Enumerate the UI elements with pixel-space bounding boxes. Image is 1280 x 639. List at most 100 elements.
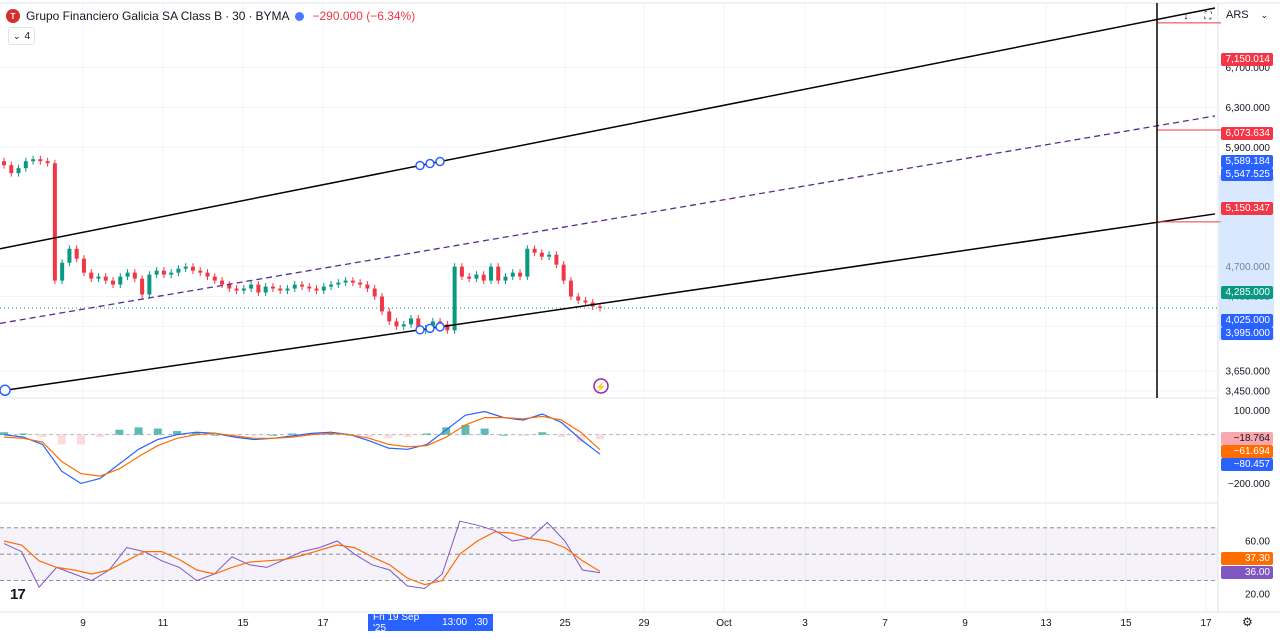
indicator-toggle[interactable]: ⌄ 4 [8,27,36,45]
candle-body [270,286,275,289]
macd-histogram-bar [173,431,182,435]
company-logo: T [6,9,20,23]
candle-body [52,163,57,281]
macd-histogram-bar [153,428,162,435]
candle-body [140,278,145,295]
macd-histogram-bar [557,434,566,438]
candle-body [241,288,246,291]
candle-body [379,296,384,312]
macd-pane [0,410,1218,485]
x-tick-label: Oct [716,618,732,629]
candle-body [307,286,312,289]
candle-body [81,258,86,273]
gear-icon[interactable]: ⚙ [1242,615,1253,629]
interval[interactable]: 30 [232,9,246,23]
y-tick-label: 3,450.000 [1226,387,1271,398]
macd-histogram-bar [461,424,470,435]
candle-body [2,161,6,166]
candle-body [358,282,363,285]
candle-body [300,284,304,287]
fullscreen-icon: ⛶ [1204,10,1212,22]
candle-body [176,268,181,273]
macd-histogram-bar [0,432,8,435]
macd-histogram-bar [307,433,316,435]
x-tick-label: 11 [158,618,169,629]
x-tick-label: 9 [80,618,86,629]
candle-body [16,168,21,174]
x-tick-label: 17 [1200,618,1212,629]
x-tick-label: 29 [638,618,650,629]
candle-body [416,318,421,331]
macd-histogram-bar [519,434,528,436]
candle-body [111,280,116,285]
candle-body [474,274,479,279]
candle-body [132,272,137,279]
macd-histogram-bar [230,434,239,436]
candle-body [510,272,515,277]
x-tick-label: 25 [559,618,571,629]
x-tick-label: 17 [317,618,329,629]
candle-body [372,288,377,297]
candle-body [314,288,319,291]
price-level-tag: 5,589.184 [1221,155,1273,168]
price-change: −290.000 (−6.34%) [312,9,416,23]
price-level-tag: 4,025.000 [1221,314,1273,327]
candle-body [220,280,225,285]
candle-body [96,276,101,279]
candle-body [488,266,493,281]
symbol-name[interactable]: Grupo Financiero Galicia SA Class B [26,9,223,23]
macd-histogram-bar [76,434,85,445]
separator: · [225,9,230,23]
candle-body [547,254,552,257]
download-arrow-icon: ↓ [1183,10,1189,22]
candle-body [598,306,602,308]
candle-body [554,254,559,265]
candle-body [249,284,254,289]
candle-body [161,270,166,275]
channel-handle [435,156,445,167]
macd-histogram-bar [422,433,431,435]
candle-body [409,318,414,325]
macd-histogram-bar [192,432,201,435]
tradingview-logo[interactable]: 17 [10,586,26,603]
macd-histogram-bar [269,434,278,436]
macd-histogram-bar [134,427,143,435]
macd-histogram-bar [596,434,604,440]
price-level-tag: 7,150.014 [1221,53,1273,66]
candle-body [321,286,326,291]
currency-select[interactable]: ARS ⌄ [1222,6,1272,24]
rsi-value-tag: 37.30 [1221,552,1273,565]
candle-body [212,276,217,281]
market-status-icon [295,11,305,21]
y-tick-label: 5,900.000 [1226,143,1271,154]
candle-body [518,272,523,277]
candle-body [568,280,573,297]
fullscreen-button[interactable]: ⛶ [1198,6,1218,26]
channel-handle [425,323,435,334]
macd-histogram-bar [96,434,105,438]
price-level-tag: 5,150.347 [1221,202,1273,215]
macd-histogram-bar [38,434,47,438]
candle-body [452,266,457,331]
macd-value-tag: −61.694 [1221,445,1273,458]
macd-histogram-bar [288,433,297,435]
candle-body [60,262,65,281]
macd-histogram-bar [538,432,547,435]
candle-body [205,272,210,277]
macd-line [3,410,601,485]
candle-body [467,276,472,279]
channel-upper-line [0,7,1216,250]
macd-histogram-bar [576,434,585,442]
candle-body [576,296,581,301]
channel-handle [425,158,435,169]
candle-body [190,266,195,271]
candle-body [503,276,508,281]
candle-body [539,252,544,257]
candle-body [387,311,392,322]
macd-histogram-bar [115,429,124,435]
macd-histogram-bar [249,434,258,436]
channel-anchor-handle [0,384,11,397]
download-button[interactable]: ↓ [1176,6,1196,26]
currency-label: ARS [1226,9,1249,21]
